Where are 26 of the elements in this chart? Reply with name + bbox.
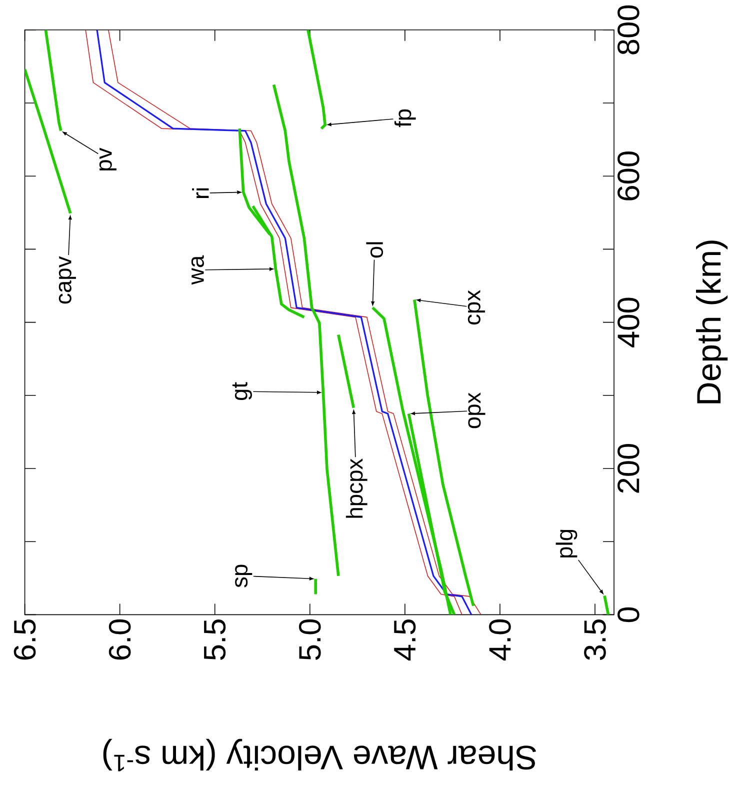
- y-axis-title: Depth (km): [696, 240, 728, 404]
- text: cpx: [468, 290, 485, 324]
- text: pv: [99, 148, 116, 170]
- text: sp: [235, 564, 252, 588]
- x-tick-label: 4.0: [489, 619, 511, 660]
- x-tick-label: 3.5: [584, 620, 606, 660]
- x-tick-label: 5.5: [204, 620, 226, 660]
- x-tick-label: 4.5: [394, 620, 416, 660]
- y-tick-label: 800: [618, 5, 640, 54]
- text: opx: [468, 392, 486, 428]
- x-tick-label: 5.0: [298, 619, 321, 660]
- text: ol: [366, 242, 384, 258]
- x-tick-label: 6.0: [108, 619, 131, 660]
- text: capv: [58, 256, 76, 304]
- y-tick-label: 600: [618, 152, 640, 200]
- x-tick-label: 6.5: [14, 620, 36, 660]
- text: plg: [556, 530, 578, 558]
- y-tick-label: 400: [618, 298, 640, 348]
- y-tick-label: 0: [618, 607, 640, 622]
- text: wa: [191, 255, 204, 285]
- text: hpcpx: [346, 458, 368, 518]
- y-tick-label: 200: [618, 444, 640, 493]
- x-axis-title: Shear Wave Velocity (km s$^{-1}$): [103, 738, 536, 772]
- text: fp: [394, 109, 416, 128]
- text: ri: [192, 188, 209, 198]
- text: gt: [232, 382, 252, 400]
